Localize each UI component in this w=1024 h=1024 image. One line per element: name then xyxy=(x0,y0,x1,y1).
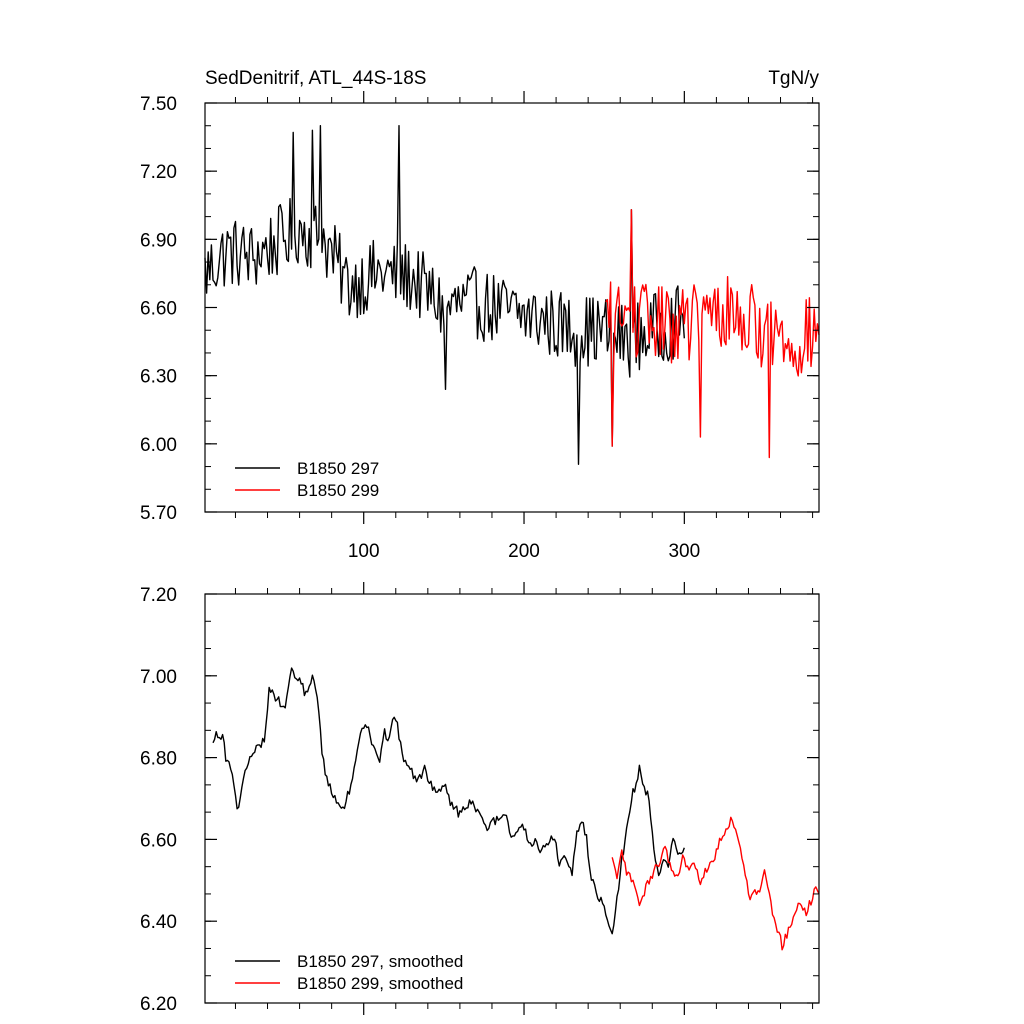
bottom-data-lines xyxy=(212,667,820,951)
legend-label-b1850-297-smoothed: B1850 297, smoothed xyxy=(297,952,463,971)
top-legend: B1850 297 B1850 299 xyxy=(235,459,379,500)
bottom-plot-frame xyxy=(204,593,820,1004)
bottom-y-tick-label: 6.20 xyxy=(140,994,177,1015)
top-x-tick-label: 300 xyxy=(668,541,700,562)
top-series-line-2 xyxy=(605,209,820,459)
top-y-tick-label: 5.70 xyxy=(140,503,177,524)
top-y-tick-label: 6.00 xyxy=(140,435,177,456)
bottom-y-tick-label: 6.60 xyxy=(140,830,177,851)
bottom-y-tick-label: 7.20 xyxy=(140,585,177,606)
chart-title: SedDenitrif, ATL_44S-18S xyxy=(205,68,426,89)
panel-top: SedDenitrif, ATL_44S-18S TgN/y 5.70 6.00 6… xyxy=(140,68,820,562)
bottom-y-tick-label: 6.40 xyxy=(140,912,177,933)
top-y-tick-label: 7.50 xyxy=(140,94,177,115)
top-y-tick-label: 7.20 xyxy=(140,162,177,183)
top-series-line-1 xyxy=(204,124,685,465)
top-axes: 5.70 6.00 6.30 6.60 6.90 7.20 7.50 100 200 300 xyxy=(140,91,820,562)
bottom-axes: 6.20 6.40 6.60 6.80 7.00 7.20 xyxy=(140,582,820,1015)
bottom-series-line-2 xyxy=(611,816,820,951)
legend-label-b1850-297: B1850 297 xyxy=(297,459,379,478)
panel-bottom: 6.20 6.40 6.60 6.80 7.00 7.20 B1850 297, smoo… xyxy=(140,582,820,1015)
top-y-tick-label: 6.90 xyxy=(140,230,177,251)
bottom-y-tick-label: 7.00 xyxy=(140,667,177,688)
top-x-tick-label: 100 xyxy=(348,541,380,562)
top-y-tick-label: 6.30 xyxy=(140,367,177,388)
legend-label-b1850-299: B1850 299 xyxy=(297,481,379,500)
legend-label-b1850-299-smoothed: B1850 299, smoothed xyxy=(297,974,463,993)
bottom-series-line-1 xyxy=(212,667,685,935)
top-data-lines xyxy=(204,124,820,465)
units-label: TgN/y xyxy=(768,68,819,89)
top-x-tick-label: 200 xyxy=(508,541,540,562)
bottom-y-tick-label: 6.80 xyxy=(140,749,177,770)
top-y-tick-label: 6.60 xyxy=(140,299,177,320)
bottom-legend: B1850 297, smoothed B1850 299, smoothed xyxy=(235,952,463,993)
